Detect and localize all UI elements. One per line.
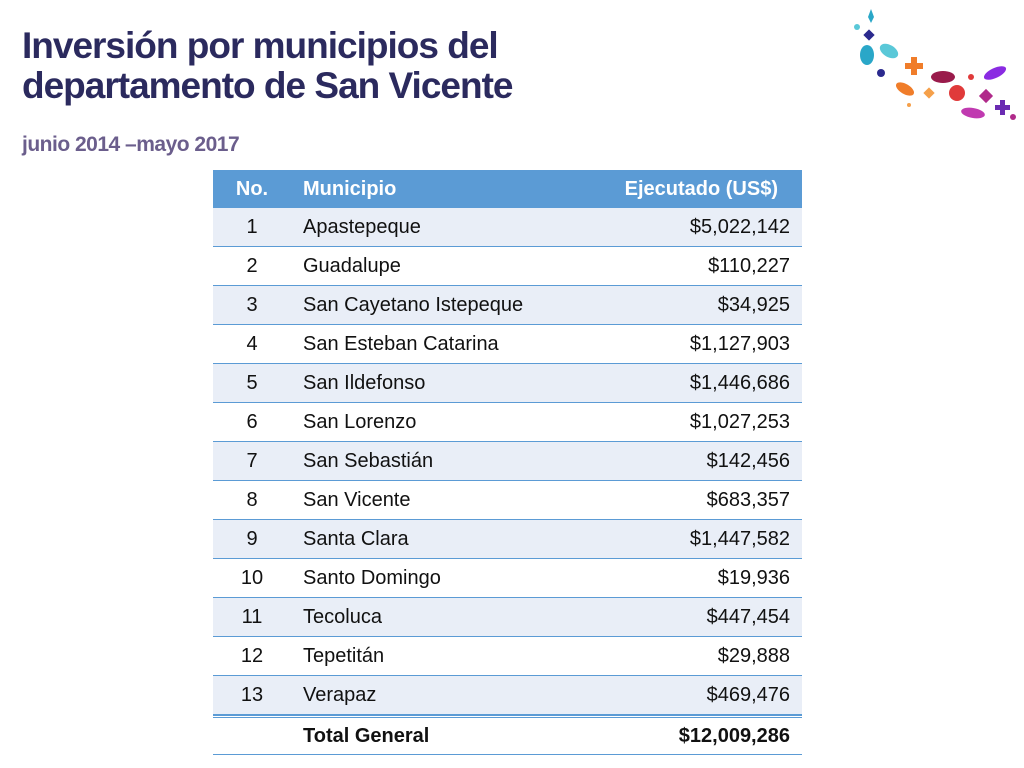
cell: $1,447,582 [689,527,790,550]
cell: San Vicente [303,488,411,511]
cell: 8 [246,488,258,511]
cell: Santa Clara [303,527,409,550]
table-row: 5 San Ildefonso $1,446,686 [213,364,802,403]
cell: $142,456 [706,449,790,472]
table-row: 7 San Sebastián $142,456 [213,442,802,481]
cell: $34,925 [717,293,790,316]
cell: San Sebastián [303,449,434,472]
cell: $683,357 [706,488,790,511]
total-value: $12,009,286 [678,724,790,747]
table-row: 13 Verapaz $469,476 [213,676,802,715]
total-row: Total General $12,009,286 [213,715,802,755]
table-row: 3 San Cayetano Istepeque $34,925 [213,286,802,325]
table-row: 1 Apastepeque $5,022,142 [213,208,802,247]
title: Inversión por municipios del departament… [22,25,513,106]
cell: 11 [241,605,263,628]
header-row: No. Municipio Ejecutado (US$) [213,170,802,208]
subtitle: junio 2014 –mayo 2017 [22,133,240,156]
cell: San Esteban Catarina [303,332,499,355]
cell: Tepetitán [303,644,385,667]
table-row: 6 San Lorenzo $1,027,253 [213,403,802,442]
cell: San Lorenzo [303,410,417,433]
table-row: 11 Tecoluca $447,454 [213,598,802,637]
cell: $110,227 [708,254,790,277]
cell: $19,936 [717,566,790,589]
cell: San Ildefonso [303,371,426,394]
cell: Apastepeque [303,215,421,238]
cell: 7 [246,449,258,472]
table: No. Municipio Ejecutado (US$) 1 Apastepeque $… [213,170,802,755]
table-row: 4 San Esteban Catarina $1,127,903 [213,325,802,364]
table-row: 12 Tepetitán $29,888 [213,637,802,676]
cell: Guadalupe [303,254,401,277]
column-header: Municipio [303,177,397,200]
cell: 12 [240,644,264,667]
table-row: 8 San Vicente $683,357 [213,481,802,520]
cell: 5 [246,371,258,394]
cell: 10 [240,566,264,589]
cell: 9 [246,527,258,550]
cell: Santo Domingo [303,566,441,589]
cell: 2 [246,254,258,277]
cell: 4 [246,332,258,355]
cell: San Cayetano Istepeque [303,293,524,316]
cell: $447,454 [706,605,790,628]
table-row: 2 Guadalupe $110,227 [213,247,802,286]
table-row: 9 Santa Clara $1,447,582 [213,520,802,559]
column-header: Ejecutado (US$) [624,177,778,200]
cell: 6 [246,410,258,433]
cell: 13 [240,683,264,706]
cell: Tecoluca [303,605,382,628]
total-label: Total General [303,724,430,747]
cell: $1,446,686 [689,371,790,394]
cell: $5,022,142 [689,215,790,238]
table-row: 10 Santo Domingo $19,936 [213,559,802,598]
decoration [854,9,1016,120]
column-header: No. [235,177,269,200]
cell: 3 [246,293,258,316]
cell: $1,027,253 [689,410,790,433]
title-line: departamento de San Vicente [22,65,513,106]
cell: $469,476 [706,683,790,706]
cell: Verapaz [303,683,377,706]
cell: $29,888 [717,644,790,667]
cell: 1 [246,215,258,238]
title-line: Inversión por municipios del [22,25,499,66]
cell: $1,127,903 [689,332,790,355]
